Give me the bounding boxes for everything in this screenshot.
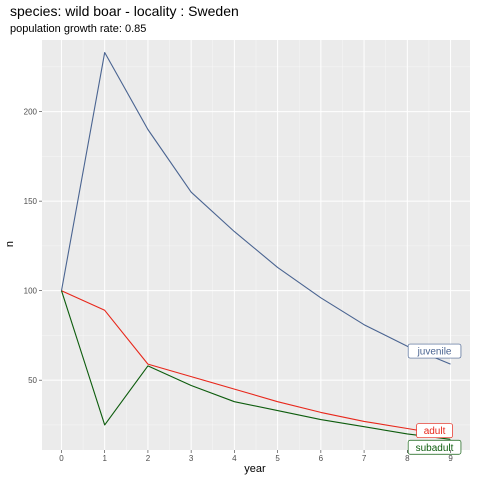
x-tick-label: 8 xyxy=(405,454,410,463)
x-tick-label: 5 xyxy=(275,454,280,463)
x-tick-label: 2 xyxy=(146,454,151,463)
x-tick-label: 1 xyxy=(102,454,107,463)
series-label-text: adult xyxy=(424,426,446,437)
series-label-subadult: subadult xyxy=(408,440,461,454)
series-label-text: juvenile xyxy=(417,347,452,358)
y-tick-label: 50 xyxy=(28,376,37,385)
x-tick-label: 0 xyxy=(59,454,64,463)
x-tick-label: 9 xyxy=(448,454,453,463)
y-tick-label: 100 xyxy=(24,287,38,296)
series-label-adult: adult xyxy=(417,424,453,438)
y-tick-label: 200 xyxy=(24,108,38,117)
x-tick-label: 7 xyxy=(362,454,367,463)
series-label-text: subadult xyxy=(416,443,454,454)
x-tick-label: 3 xyxy=(189,454,194,463)
x-tick-label: 6 xyxy=(319,454,324,463)
chart-subtitle: population growth rate: 0.85 xyxy=(10,23,146,35)
y-tick-label: 150 xyxy=(24,197,38,206)
x-axis-title: year xyxy=(244,463,266,475)
series-label-juvenile: juvenile xyxy=(408,344,461,358)
x-tick-label: 4 xyxy=(232,454,237,463)
y-axis-title: n xyxy=(4,241,16,247)
chart-title: species: wild boar - locality : Sweden xyxy=(10,3,239,19)
